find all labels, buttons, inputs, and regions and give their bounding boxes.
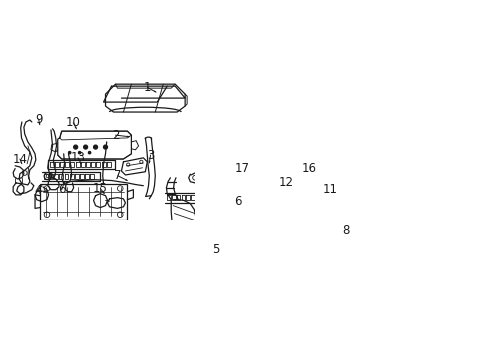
Text: 9: 9 bbox=[35, 113, 42, 126]
Text: 12: 12 bbox=[278, 176, 293, 189]
Text: 14: 14 bbox=[12, 153, 27, 166]
Circle shape bbox=[88, 152, 91, 154]
Text: 13: 13 bbox=[70, 151, 85, 164]
Polygon shape bbox=[43, 190, 46, 192]
Polygon shape bbox=[39, 123, 41, 125]
Text: 1: 1 bbox=[143, 81, 151, 94]
Polygon shape bbox=[127, 135, 129, 138]
Polygon shape bbox=[305, 173, 307, 175]
Polygon shape bbox=[239, 171, 240, 174]
Text: 4: 4 bbox=[34, 184, 42, 197]
Circle shape bbox=[68, 152, 71, 154]
Text: 10: 10 bbox=[66, 116, 81, 129]
Polygon shape bbox=[339, 232, 341, 234]
Polygon shape bbox=[215, 242, 217, 243]
Text: 15: 15 bbox=[93, 182, 107, 195]
Polygon shape bbox=[75, 126, 76, 129]
Circle shape bbox=[93, 145, 97, 149]
Text: 17: 17 bbox=[234, 162, 249, 175]
Polygon shape bbox=[326, 193, 327, 195]
Bar bbox=[40, 184, 127, 220]
Polygon shape bbox=[148, 161, 150, 163]
Circle shape bbox=[83, 145, 87, 149]
Circle shape bbox=[74, 145, 78, 149]
Text: 6: 6 bbox=[58, 183, 65, 196]
Text: 16: 16 bbox=[301, 162, 316, 175]
Circle shape bbox=[78, 152, 81, 154]
Polygon shape bbox=[234, 200, 237, 202]
Polygon shape bbox=[125, 179, 127, 180]
Text: 5: 5 bbox=[212, 243, 220, 256]
Text: 11: 11 bbox=[322, 183, 337, 196]
Polygon shape bbox=[20, 162, 22, 164]
Polygon shape bbox=[79, 162, 81, 164]
Polygon shape bbox=[283, 186, 285, 189]
Text: 2: 2 bbox=[111, 129, 119, 141]
Text: 3: 3 bbox=[146, 149, 154, 162]
Polygon shape bbox=[154, 90, 156, 92]
Polygon shape bbox=[102, 192, 104, 194]
Text: 8: 8 bbox=[341, 224, 348, 237]
Text: 7: 7 bbox=[114, 169, 122, 182]
Text: 6: 6 bbox=[234, 195, 242, 208]
Polygon shape bbox=[63, 182, 64, 184]
Circle shape bbox=[103, 145, 107, 149]
